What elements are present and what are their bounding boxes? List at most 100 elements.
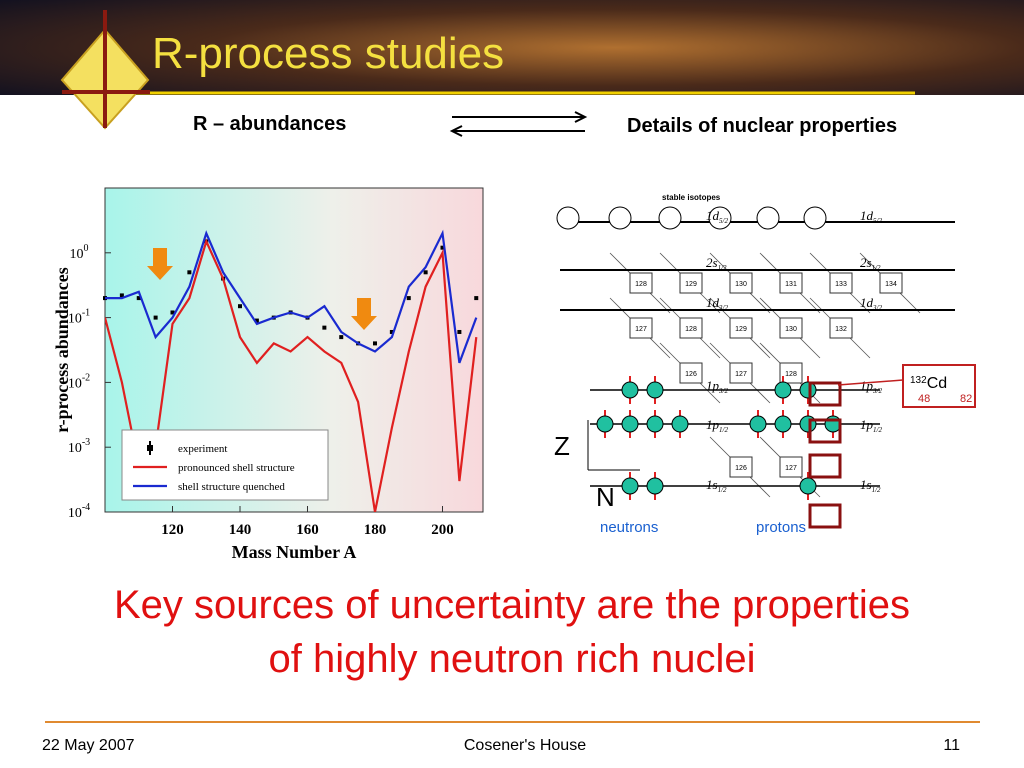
proton-number: 48 — [918, 393, 930, 405]
series-line — [105, 238, 478, 512]
nucleon — [596, 415, 614, 433]
nucleon — [646, 477, 664, 495]
stable-isotope — [556, 206, 580, 230]
legend-label: experiment — [178, 443, 227, 455]
isotope-box — [629, 272, 653, 294]
footer-date: 22 May 2007 — [42, 737, 135, 754]
legend-neutrons: neutrons — [600, 519, 658, 536]
isotope-label: 126 — [685, 371, 697, 378]
x-axis-label: Mass Number A — [232, 542, 357, 562]
data-point — [339, 335, 344, 340]
nucleon — [621, 415, 639, 433]
x-tick-label: 200 — [431, 522, 454, 538]
orbital-level: 1d — [860, 295, 874, 310]
mass-number: 132 — [910, 375, 927, 386]
data-point — [153, 315, 158, 320]
data-point — [474, 296, 479, 301]
isotope-label: 128 — [785, 371, 797, 378]
isotope-box — [829, 272, 853, 294]
stable-isotope — [708, 206, 732, 230]
orbital-label: 1p3/2 — [706, 378, 728, 395]
x-tick-label: 180 — [364, 522, 387, 538]
series-line — [105, 229, 478, 364]
x-tick-label: 160 — [296, 522, 319, 538]
legend-protons: protons — [756, 519, 806, 536]
isotope-label: 130 — [735, 281, 747, 288]
orbital-level: 2s — [706, 255, 718, 270]
banner — [0, 0, 1024, 95]
conclusion-line: Key sources of uncertainty are the prope… — [114, 583, 910, 627]
stable-isotope — [756, 206, 780, 230]
y-tick-label: 10-4 — [68, 502, 90, 521]
data-point — [389, 329, 394, 334]
orbital-level: 1d — [706, 295, 720, 310]
x-tick-label: 120 — [161, 522, 184, 538]
nucleon — [621, 477, 639, 495]
isotope-box — [729, 272, 753, 294]
y-tick-base: 10 — [68, 441, 82, 456]
legend-label: shell structure quenched — [178, 481, 285, 493]
data-point — [406, 296, 411, 301]
legend-label: pronounced shell structure — [178, 462, 295, 474]
symbol: Cd — [927, 375, 947, 392]
data-point — [136, 296, 141, 301]
isotope-box — [829, 317, 853, 339]
orbital-j: 1/2 — [718, 264, 727, 272]
nucleon — [774, 415, 792, 433]
nucleon — [799, 477, 817, 495]
diagram-title: stable isotopes — [662, 193, 721, 202]
isotope-label: 128 — [635, 281, 647, 288]
footer-venue: Cosener's House — [464, 737, 586, 754]
orbital-j: 3/2 — [718, 304, 728, 312]
slide-title: R-process studies — [152, 29, 504, 78]
orbital-level: 1d — [860, 208, 874, 223]
orbital-j: 1/2 — [873, 426, 882, 434]
orbital-j: 3/2 — [872, 387, 882, 395]
y-tick-label: 100 — [70, 243, 89, 262]
y-tick-exponent: 0 — [84, 243, 89, 254]
y-tick-label: 10-3 — [68, 437, 90, 456]
orbital-j: 5/2 — [873, 217, 882, 225]
legend-box — [121, 429, 329, 501]
isotope-box — [679, 362, 703, 384]
neutron-number: 82 — [960, 393, 972, 405]
waiting-point — [808, 503, 842, 529]
orbital-label: 1d5/2 — [860, 208, 882, 225]
isotope-box — [779, 362, 803, 384]
orbital-label: 1d5/2 — [706, 208, 728, 225]
orbital-level: 1s — [860, 477, 872, 492]
x-tick-label: 140 — [229, 522, 252, 538]
nucleon — [671, 415, 689, 433]
isotope-box — [679, 272, 703, 294]
isotope-box — [779, 317, 803, 339]
stable-isotope — [803, 206, 827, 230]
data-point — [423, 270, 428, 275]
isotope-label: 133 — [835, 281, 847, 288]
y-tick-exponent: -1 — [82, 308, 90, 319]
nucleon — [799, 415, 817, 433]
isotope-label: 127 — [785, 465, 797, 472]
waiting-point — [808, 453, 842, 479]
y-tick-base: 10 — [68, 506, 82, 521]
data-point — [457, 329, 462, 334]
nucleon — [646, 415, 664, 433]
isotope-box — [679, 317, 703, 339]
nucleon — [774, 381, 792, 399]
y-tick-exponent: -2 — [82, 372, 90, 383]
isotope-label: 129 — [735, 326, 747, 333]
orbital-j: 1/2 — [718, 486, 727, 494]
orbital-label: 1d3/2 — [706, 295, 728, 312]
data-point — [170, 310, 175, 315]
y-tick-label: 10-2 — [68, 372, 90, 391]
arrows — [449, 111, 588, 137]
data-point — [119, 293, 124, 298]
orbital-j: 3/2 — [872, 304, 882, 312]
link-right: Details of nuclear properties — [627, 115, 897, 137]
nucleon — [621, 381, 639, 399]
highlight-arrows — [147, 248, 377, 330]
data-point — [373, 341, 377, 346]
nucleon — [799, 381, 817, 399]
legend-swatch — [147, 445, 153, 451]
orbital-label: 2s1/2 — [706, 255, 727, 272]
y-tick-base: 10 — [68, 376, 82, 391]
